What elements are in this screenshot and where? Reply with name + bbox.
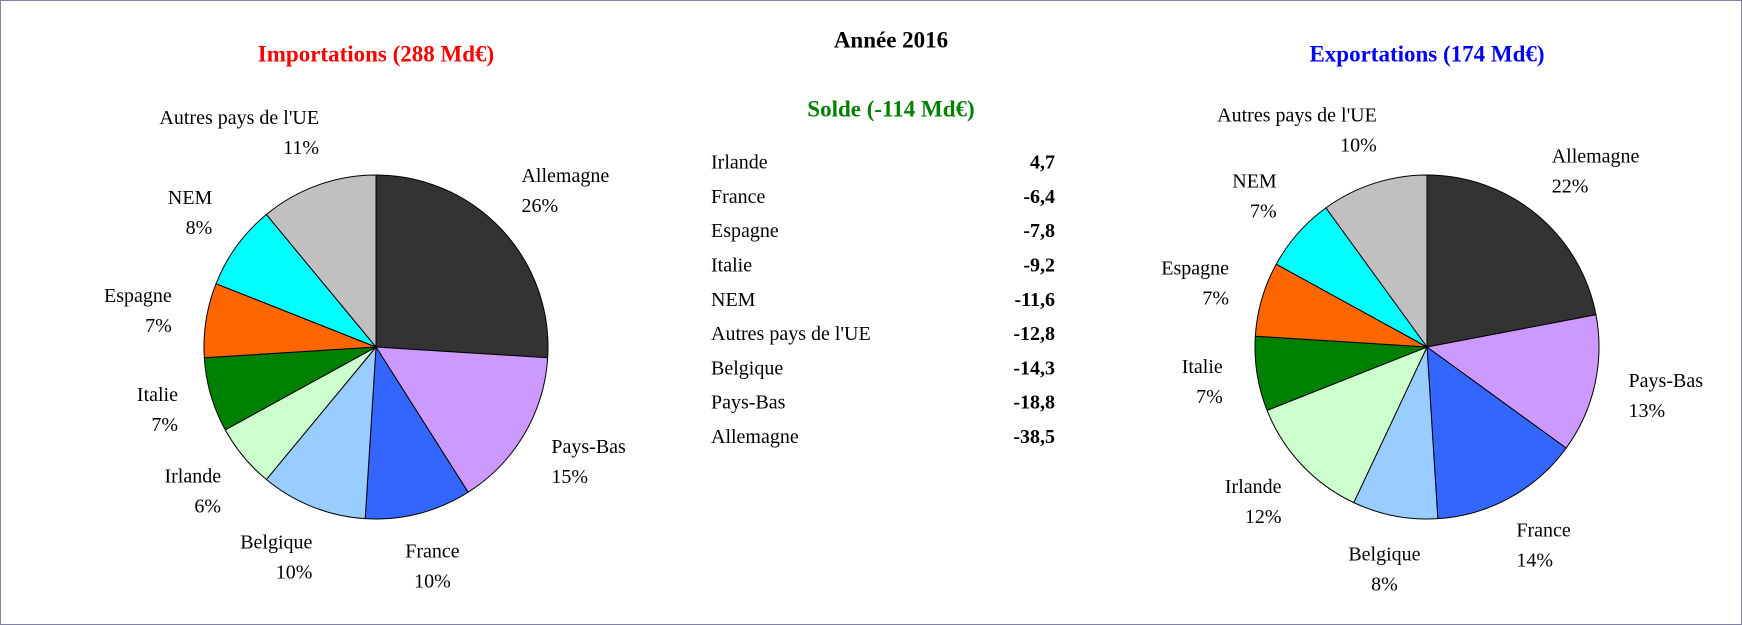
- row-value: -18,8: [1013, 392, 1055, 414]
- row-value: -38,5: [1013, 426, 1055, 448]
- slice-value-label: 7%: [1250, 200, 1277, 222]
- slice-label: Pays-Bas: [551, 436, 626, 458]
- slice-label: Belgique: [240, 532, 312, 554]
- slice-label: Autres pays de l'UE: [1217, 105, 1377, 127]
- pie-slice: [1325, 174, 1428, 349]
- slice-label: Italie: [1182, 356, 1223, 378]
- slice-value-label: 14%: [1516, 550, 1553, 572]
- row-value: -6,4: [1023, 186, 1055, 208]
- row-value: 4,7: [1030, 152, 1055, 174]
- slice-value-label: 7%: [145, 315, 172, 337]
- row-label: Irlande: [711, 152, 768, 174]
- row-label: Allemagne: [711, 426, 799, 448]
- slice-label: Italie: [137, 384, 178, 406]
- pie-slice: [1266, 346, 1428, 504]
- row-label: Italie: [711, 254, 752, 276]
- pie-slice: [265, 345, 377, 520]
- main-title: Année 2016: [834, 27, 948, 52]
- slice-label: France: [1516, 520, 1571, 542]
- slice-label: NEM: [168, 187, 213, 209]
- pie-slice: [375, 174, 549, 359]
- slice-value-label: 6%: [194, 495, 221, 517]
- slice-value-label: 7%: [1202, 287, 1229, 309]
- slice-value-label: 7%: [151, 414, 178, 436]
- slice-label: Allemagne: [521, 165, 609, 187]
- pie-slice: [1425, 314, 1600, 449]
- slice-value-label: 8%: [186, 217, 213, 239]
- row-value: -9,2: [1023, 254, 1055, 276]
- slice-value-label: 15%: [551, 466, 588, 488]
- slice-value-label: 11%: [283, 137, 319, 159]
- row-label: Espagne: [711, 220, 779, 242]
- pie-slice: [364, 345, 469, 520]
- slice-label: Allemagne: [1552, 146, 1640, 168]
- row-label: NEM: [711, 289, 756, 311]
- pie-slice: [375, 346, 549, 493]
- slice-label: Irlande: [164, 465, 221, 487]
- slice-value-label: 10%: [276, 562, 313, 584]
- slice-value-label: 10%: [414, 570, 451, 592]
- slice-label: Espagne: [104, 285, 172, 307]
- pie-slice: [1426, 345, 1567, 520]
- row-label: Autres pays de l'UE: [711, 323, 871, 345]
- slice-label: NEM: [1232, 170, 1277, 192]
- slice-label: France: [405, 540, 460, 562]
- row-value: -11,6: [1014, 289, 1055, 311]
- row-value: -7,8: [1023, 220, 1055, 242]
- slice-label: Irlande: [1225, 476, 1282, 498]
- slice-value-label: 26%: [521, 195, 558, 217]
- row-value: -14,3: [1013, 357, 1055, 379]
- slice-value-label: 10%: [1340, 135, 1377, 157]
- slice-value-label: 22%: [1552, 176, 1589, 198]
- row-label: Belgique: [711, 357, 783, 379]
- chart-title: Exportations (174 Md€): [1309, 41, 1544, 66]
- slice-value-label: 7%: [1196, 386, 1223, 408]
- slice-label: Belgique: [1348, 544, 1420, 566]
- slice-value-label: 12%: [1245, 506, 1282, 528]
- slice-value-label: 13%: [1629, 400, 1666, 422]
- chart-title: Importations (288 Md€): [258, 41, 494, 66]
- pie-slice: [265, 174, 377, 349]
- slice-label: Pays-Bas: [1629, 370, 1704, 392]
- slice-value-label: 8%: [1371, 574, 1398, 596]
- pie-slice: [1426, 174, 1597, 348]
- slice-label: Espagne: [1161, 257, 1229, 279]
- row-label: France: [711, 186, 766, 208]
- row-label: Pays-Bas: [711, 392, 786, 414]
- slice-label: Autres pays de l'UE: [159, 107, 319, 129]
- solde-title: Solde (-114 Md€): [807, 96, 974, 121]
- row-value: -12,8: [1013, 323, 1055, 345]
